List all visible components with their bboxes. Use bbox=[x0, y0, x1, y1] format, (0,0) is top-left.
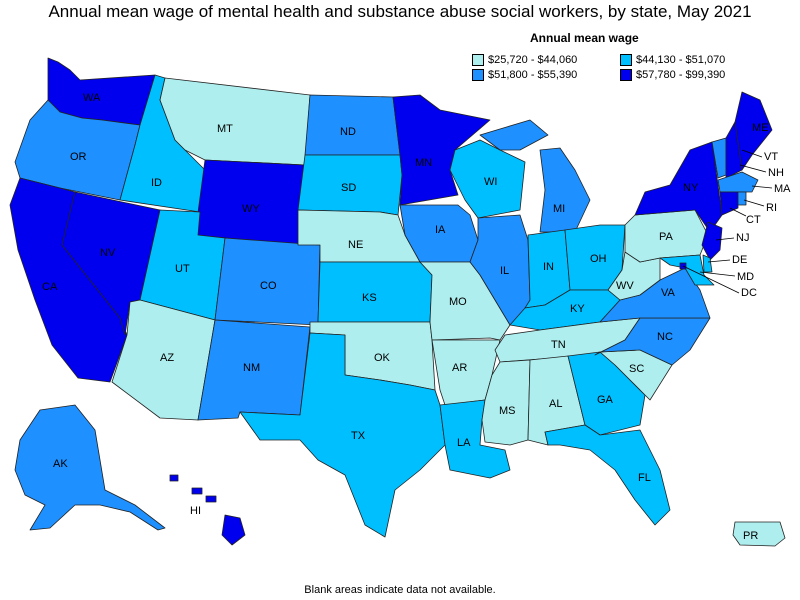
state-label-TX: TX bbox=[351, 430, 366, 442]
state-label-ID: ID bbox=[151, 177, 162, 189]
state-label-TN: TN bbox=[551, 339, 566, 351]
legend-swatch bbox=[620, 69, 632, 81]
state-label-MA: MA bbox=[774, 183, 791, 195]
state-DE bbox=[702, 254, 713, 273]
legend-swatch bbox=[472, 54, 484, 66]
state-label-KS: KS bbox=[362, 292, 377, 304]
state-label-SD: SD bbox=[341, 182, 356, 194]
state-label-DC: DC bbox=[741, 287, 757, 299]
state-label-WV: WV bbox=[616, 280, 634, 292]
state-label-ME: ME bbox=[752, 122, 769, 134]
state-label-MO: MO bbox=[449, 296, 467, 308]
state-MI bbox=[479, 119, 591, 233]
map-title: Annual mean wage of mental health and su… bbox=[48, 2, 752, 21]
state-label-WY: WY bbox=[242, 203, 260, 215]
state-label-IL: IL bbox=[500, 265, 509, 277]
state-label-NJ: NJ bbox=[736, 232, 749, 244]
legend-item: $57,780 - $99,390 bbox=[620, 69, 725, 81]
state-label-AZ: AZ bbox=[160, 352, 174, 364]
state-label-NE: NE bbox=[348, 239, 363, 251]
state-NY bbox=[634, 141, 723, 233]
state-label-PA: PA bbox=[659, 231, 674, 243]
state-label-OK: OK bbox=[374, 352, 391, 364]
state-ND bbox=[304, 94, 401, 156]
state-label-PR: PR bbox=[743, 530, 758, 542]
legend-item: $25,720 - $44,060 bbox=[472, 54, 577, 66]
state-NC bbox=[594, 317, 711, 366]
legend-item: $51,800 - $55,390 bbox=[472, 69, 577, 81]
state-label-NM: NM bbox=[243, 362, 260, 374]
state-label-GA: GA bbox=[597, 394, 614, 406]
state-label-RI: RI bbox=[766, 202, 777, 214]
state-label-ND: ND bbox=[340, 126, 356, 138]
state-label-MN: MN bbox=[415, 157, 432, 169]
state-label-CA: CA bbox=[42, 281, 58, 293]
state-label-KY: KY bbox=[570, 303, 585, 315]
state-label-MT: MT bbox=[217, 123, 233, 135]
state-label-WI: WI bbox=[484, 176, 497, 188]
state-TX bbox=[239, 332, 446, 538]
legend-label: $57,780 - $99,390 bbox=[636, 69, 726, 81]
state-label-AK: AK bbox=[53, 458, 68, 470]
state-CT bbox=[719, 191, 739, 216]
state-label-OH: OH bbox=[590, 253, 607, 265]
state-label-VA: VA bbox=[661, 287, 676, 299]
state-WI bbox=[449, 139, 526, 219]
state-label-NV: NV bbox=[100, 247, 116, 259]
state-label-NH: NH bbox=[768, 167, 784, 179]
state-RI bbox=[737, 191, 747, 206]
state-label-MS: MS bbox=[499, 405, 516, 417]
state-label-FL: FL bbox=[638, 472, 651, 484]
legend-label: $51,800 - $55,390 bbox=[488, 69, 578, 81]
state-label-WA: WA bbox=[83, 92, 101, 104]
state-label-LA: LA bbox=[457, 437, 471, 449]
state-label-CT: CT bbox=[746, 214, 761, 226]
state-AK bbox=[14, 404, 166, 531]
state-label-OR: OR bbox=[70, 151, 87, 163]
state-label-AL: AL bbox=[549, 398, 562, 410]
state-MD bbox=[659, 254, 715, 286]
state-label-HI: HI bbox=[190, 505, 201, 517]
state-label-MD: MD bbox=[737, 271, 754, 283]
legend-item: $44,130 - $51,070 bbox=[620, 54, 725, 66]
state-label-VT: VT bbox=[764, 151, 778, 163]
state-label-MI: MI bbox=[553, 203, 565, 215]
legend-swatch bbox=[472, 69, 484, 81]
legend-label: $25,720 - $44,060 bbox=[488, 54, 578, 66]
state-label-CO: CO bbox=[260, 280, 277, 292]
state-HI bbox=[169, 474, 246, 546]
state-label-SC: SC bbox=[629, 363, 644, 375]
legend-swatch bbox=[620, 54, 632, 66]
footnote: Blank areas indicate data not available. bbox=[304, 584, 496, 596]
state-label-UT: UT bbox=[175, 263, 190, 275]
state-FL bbox=[544, 424, 671, 526]
state-label-DE: DE bbox=[732, 254, 747, 266]
legend-title: Annual mean wage bbox=[530, 31, 639, 45]
legend-label: $44,130 - $51,070 bbox=[636, 54, 726, 66]
state-label-AR: AR bbox=[452, 362, 467, 374]
state-NJ bbox=[701, 221, 723, 261]
state-PR bbox=[732, 521, 786, 547]
state-label-NY: NY bbox=[683, 182, 699, 194]
state-label-IA: IA bbox=[435, 224, 446, 236]
state-label-NC: NC bbox=[657, 331, 673, 343]
state-label-IN: IN bbox=[543, 261, 554, 273]
